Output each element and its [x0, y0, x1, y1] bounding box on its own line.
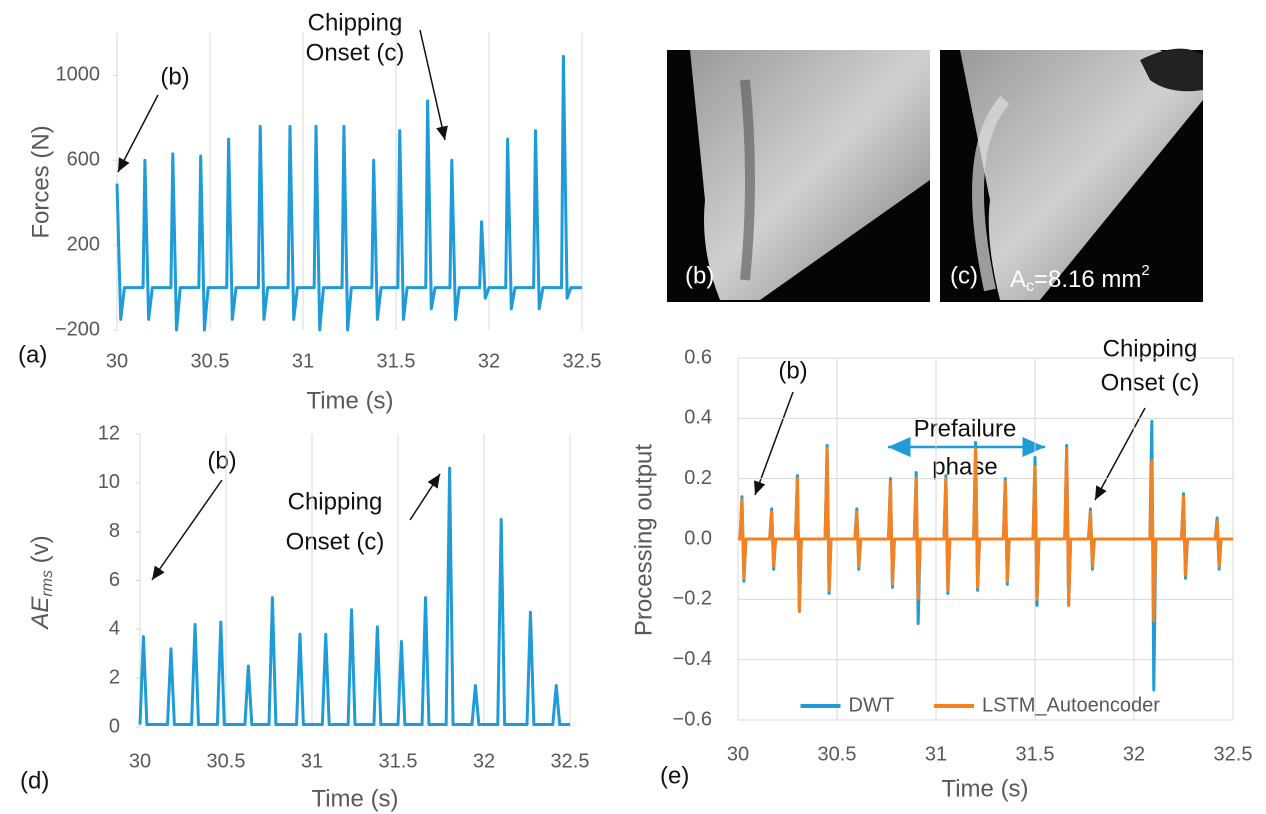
annotation: Prefailure — [914, 415, 1017, 442]
annotation: (b) — [207, 447, 236, 474]
x-tick-label: 32 — [1123, 743, 1145, 765]
y-tick-label: 0 — [109, 715, 120, 737]
series-line — [115, 54, 582, 332]
y-tick-label: 0.2 — [684, 467, 712, 489]
x-tick-label: 30.5 — [818, 743, 857, 765]
photo-label: (c) — [950, 262, 978, 289]
y-title-sub: rms — [39, 570, 56, 597]
x-tick-label: 31.5 — [377, 350, 416, 372]
y-tick-label: 0.4 — [684, 407, 712, 429]
chart: 30 30.5 31 31.5 32 32.5 −200 200 600 1000 — [55, 33, 602, 372]
y-tick-label: 200 — [67, 233, 100, 255]
arrow — [754, 391, 794, 496]
photo-caption: Ac=8.16 mm2 — [1010, 262, 1150, 295]
series-line — [738, 447, 1233, 622]
y-axis-title: AErms (v) — [27, 535, 56, 630]
x-tick-label: 30 — [129, 750, 151, 772]
y-tick-label: −200 — [55, 318, 100, 340]
x-axis-title: Time (s) — [306, 387, 393, 414]
caption-rest: =8.16 mm — [1034, 266, 1141, 293]
y-tick-label: 6 — [109, 569, 120, 591]
x-tick-label: 31.5 — [1016, 743, 1055, 765]
y-tick-label: 1000 — [56, 64, 101, 86]
x-tick-label: 31 — [301, 750, 323, 772]
annotation: (b) — [160, 63, 189, 90]
x-tick-label: 32.5 — [563, 350, 602, 372]
annotation: Onset (c) — [286, 528, 385, 555]
x-tick-label: 30 — [727, 743, 749, 765]
caption-sub: c — [1026, 278, 1034, 295]
series-line — [138, 466, 570, 727]
annotation: phase — [932, 453, 997, 480]
x-tick-label: 31 — [292, 350, 314, 372]
caption-main: A — [1010, 266, 1026, 293]
annotation: Onset (c) — [1101, 369, 1200, 396]
arrow — [409, 473, 441, 521]
y-tick-label: 10 — [98, 471, 120, 493]
x-tick-label: 30.5 — [191, 350, 230, 372]
y-tick-label: 0.6 — [684, 346, 712, 368]
x-tick-label: 31 — [925, 743, 947, 765]
photo-label: (b) — [685, 262, 714, 289]
x-tick-label: 32 — [473, 750, 495, 772]
y-tick-label: 2 — [109, 666, 120, 688]
y-tick-label: 0.0 — [684, 527, 712, 549]
x-tick-label: 32.5 — [1214, 743, 1253, 765]
photo-b: (b) — [667, 50, 930, 302]
y-tick-label: −0.6 — [673, 708, 712, 730]
panel-label: (d) — [20, 767, 49, 794]
legend-label: LSTM_Autoencoder — [982, 694, 1160, 716]
panel-label: (a) — [18, 341, 47, 368]
annotation: Onset (c) — [306, 39, 405, 66]
x-tick-label: 32.5 — [551, 750, 590, 772]
y-title-rest: (v) — [27, 535, 54, 570]
x-tick-label: 32 — [478, 350, 500, 372]
legend-label: DWT — [849, 694, 895, 716]
y-axis-title: Forces (N) — [27, 125, 54, 238]
y-tick-label: 4 — [109, 618, 120, 640]
y-tick-label: −0.2 — [673, 588, 712, 610]
x-tick-label: 30.5 — [207, 750, 246, 772]
chart: 30 30.5 31 31.5 32 32.5 0 2 4 6 8 10 12 — [98, 422, 590, 772]
y-title-main: AE — [27, 596, 54, 631]
arrow — [1094, 407, 1146, 501]
annotation: Chipping — [288, 488, 383, 515]
x-axis-title: Time (s) — [941, 775, 1028, 802]
y-axis-title: Processing output — [630, 444, 657, 636]
x-tick-label: 31.5 — [379, 750, 418, 772]
y-tick-label: 12 — [98, 422, 120, 444]
y-tick-label: −0.4 — [673, 648, 712, 670]
arrow — [117, 94, 159, 173]
chart: 30 30.5 31 31.5 32 32.5 −0.6 −0.4 −0.2 0.0 0.2 0.4 0… — [673, 346, 1253, 765]
x-tick-label: 30 — [106, 350, 128, 372]
arrow — [151, 479, 223, 581]
panel-label: (e) — [660, 762, 689, 789]
y-tick-label: 8 — [109, 520, 120, 542]
caption-sup: 2 — [1141, 262, 1149, 279]
x-axis-title: Time (s) — [311, 785, 398, 812]
y-tick-label: 600 — [67, 149, 100, 171]
arrow — [419, 29, 448, 141]
annotation: Chipping — [308, 9, 403, 36]
annotation: (b) — [778, 357, 807, 384]
photo-c: (c) Ac=8.16 mm2 — [940, 48, 1203, 302]
